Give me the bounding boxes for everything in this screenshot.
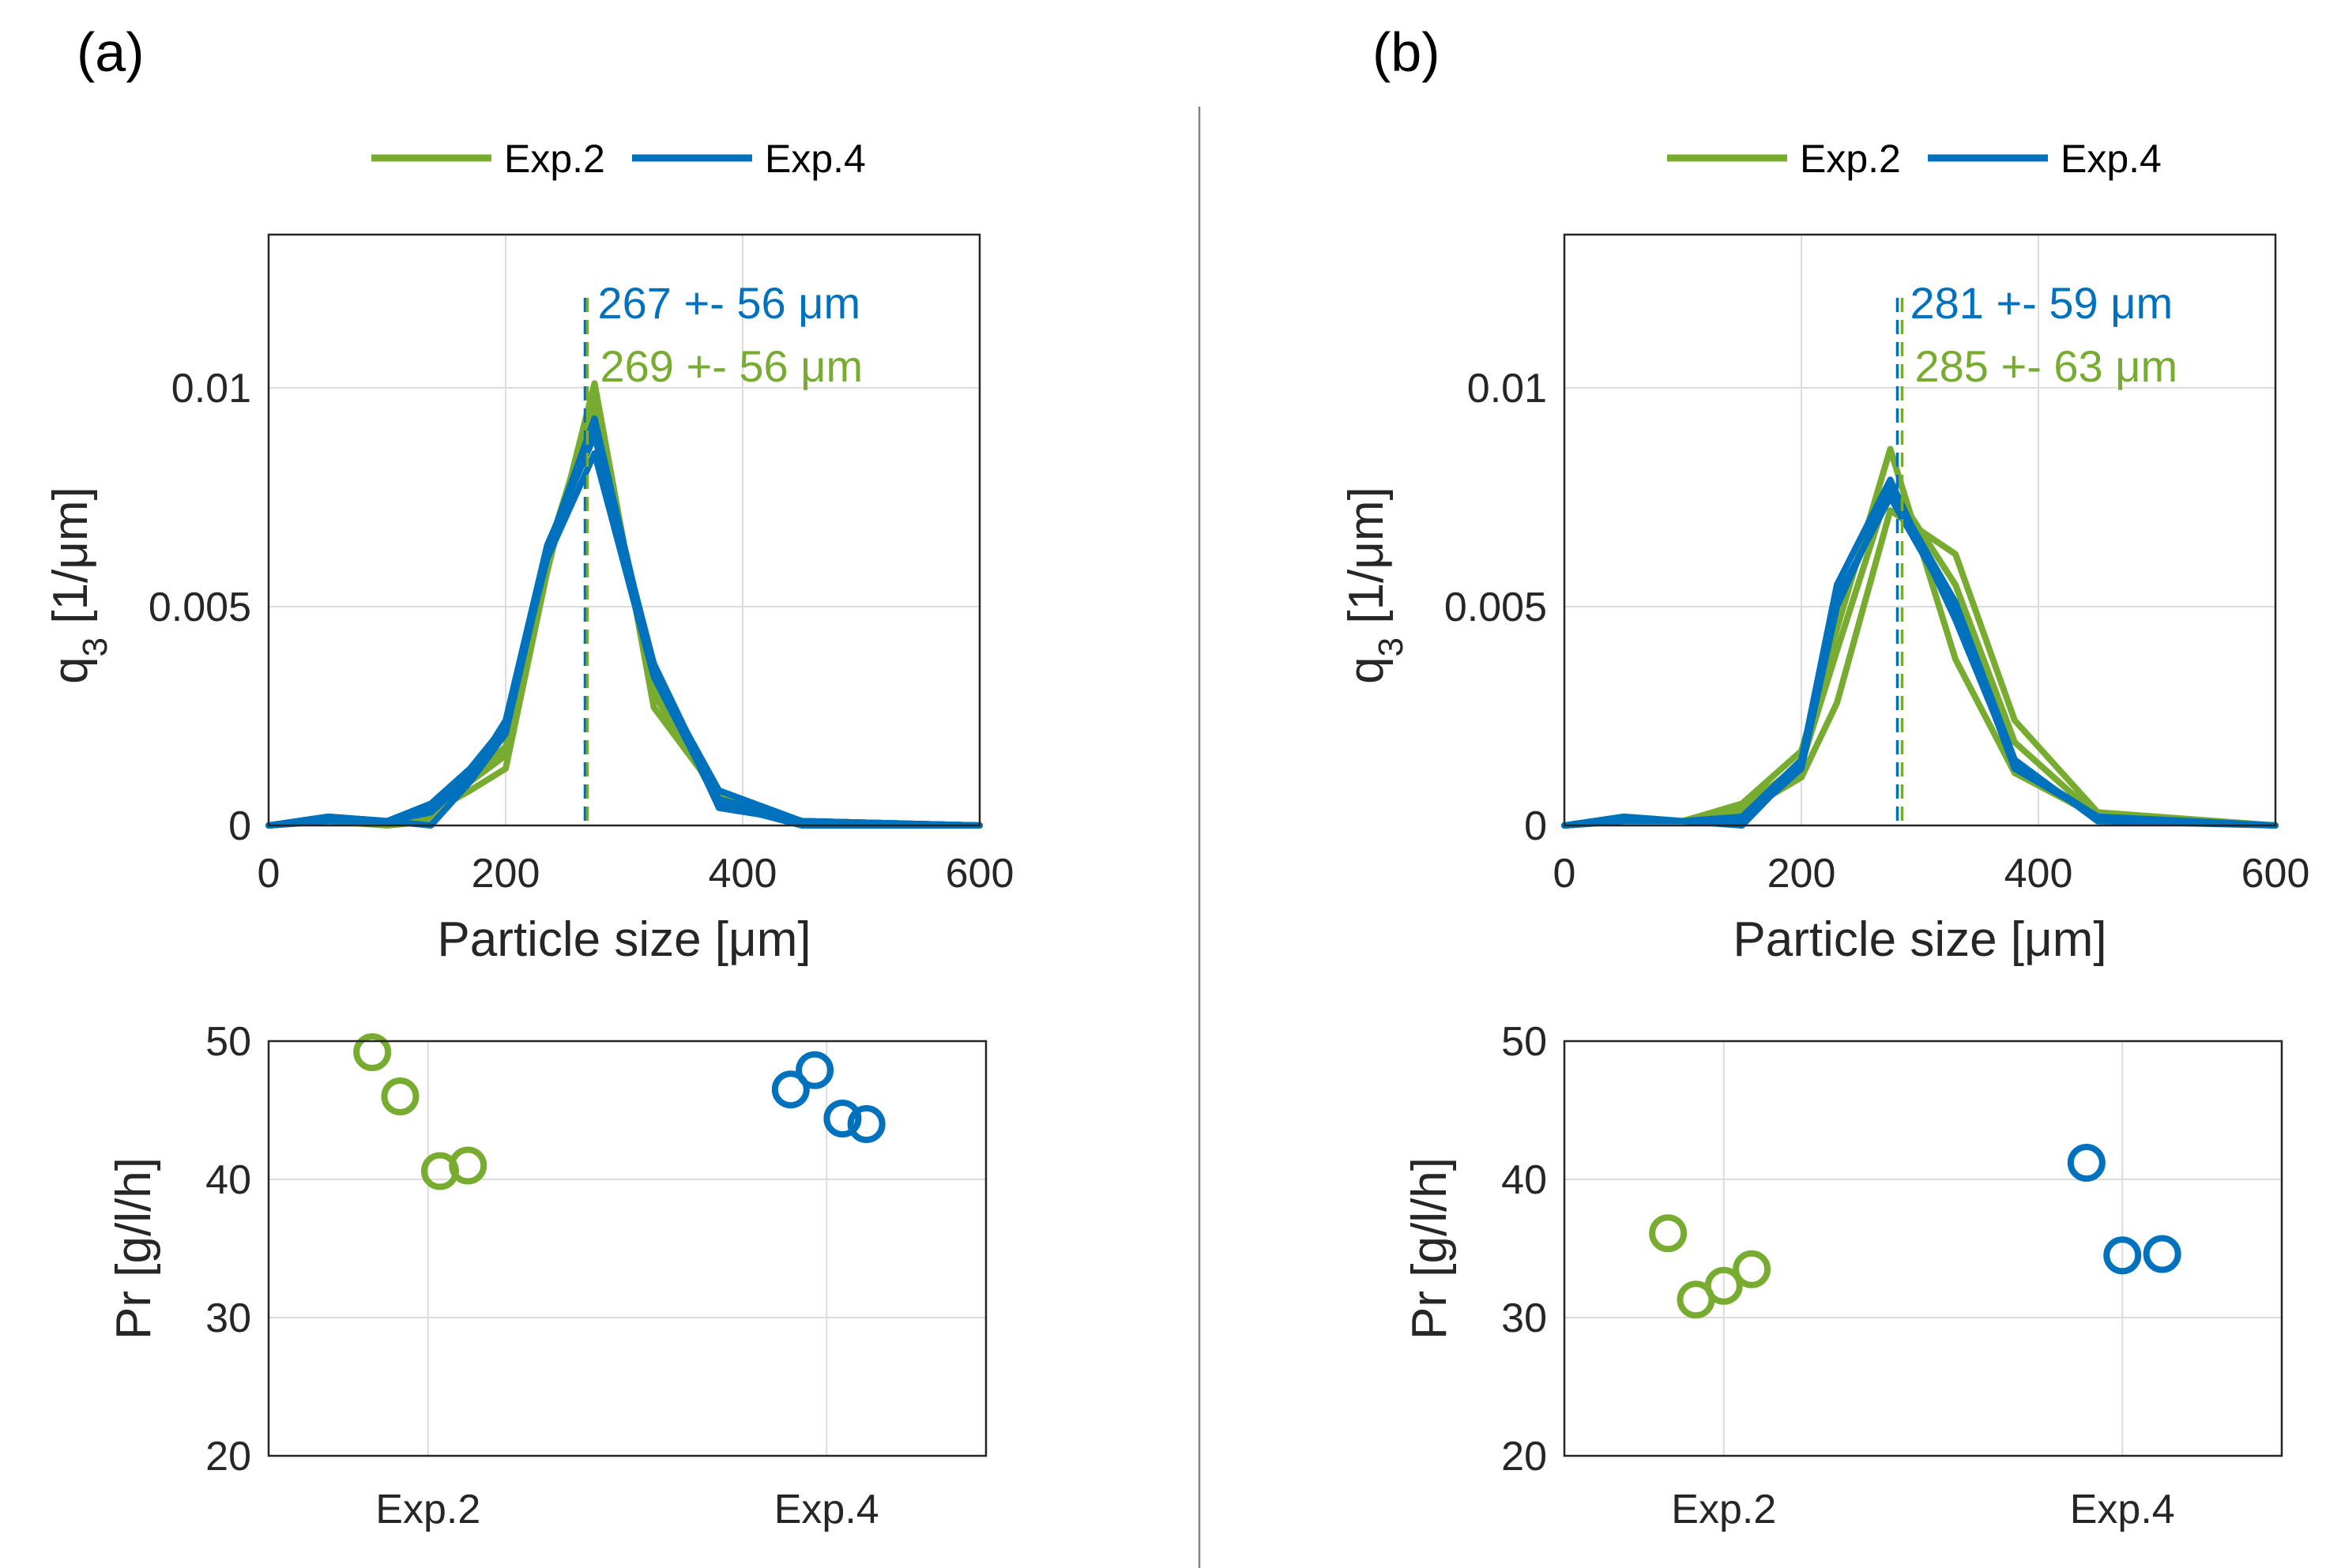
y-tick-label: 40 [205,1157,251,1203]
x-tick-label: 0 [258,851,280,897]
y-axis-label: Pr [g/l/h] [1402,1157,1457,1340]
panel-label: (a) [77,21,145,83]
panel-a: (a) Exp.2 Exp.4 0 200 400 600 0 0.005 0.01 267 +- … [43,21,1014,1532]
x-tick-label: Exp.4 [774,1487,879,1532]
x-axis-label: Particle size [μm] [1733,912,2106,967]
point-exp2 [1733,1250,1771,1288]
y-tick-label: 30 [205,1295,251,1341]
point-exp4 [823,1100,862,1137]
point-exp2 [1649,1214,1688,1253]
y-tick-label: 20 [1501,1434,1547,1480]
curve-exp2 [1561,507,2279,829]
x-tick-label: 600 [2241,851,2310,897]
y-tick-label: 0.01 [1467,366,1547,412]
legend-exp4-label: Exp.4 [2061,137,2162,181]
y-axis-label: q3 [1/μm] [43,487,115,684]
point-exp2 [1704,1266,1743,1305]
curve-exp4 [1561,485,2279,829]
scatter-axes-frame [1563,1040,2283,1457]
panel-label: (b) [1372,21,1440,83]
x-tick-label: 400 [2004,851,2073,897]
y-tick-label: 50 [1501,1019,1547,1065]
curve-exp2 [265,411,983,829]
y-tick-label: 40 [1501,1157,1547,1203]
x-tick-label: Exp.2 [1671,1487,1776,1532]
y-tick-label: 0 [1524,803,1547,849]
x-tick-label: Exp.4 [2070,1487,2175,1532]
curve-exp2 [265,397,983,829]
y-tick-label: 0.005 [1444,585,1547,630]
x-tick-label: 400 [709,851,777,897]
point-exp2 [353,1033,392,1071]
point-exp4 [847,1105,886,1143]
annotation-exp2: 269 +- 56 μm [600,341,864,391]
curve-exp4 [265,432,983,829]
curve-exp4 [265,415,983,829]
y-tick-label: 0 [228,803,251,849]
curve-exp4 [265,450,983,829]
legend-exp4-label: Exp.4 [765,137,866,181]
curve-exp2 [265,380,983,829]
distribution-axes-frame [267,233,981,827]
y-axis-label: Pr [g/l/h] [107,1157,161,1340]
point-exp4 [2143,1235,2181,1273]
x-axis-label: Particle size [μm] [437,912,811,967]
point-exp4 [796,1051,834,1089]
legend-exp2-label: Exp.2 [504,137,605,181]
x-tick-label: 600 [946,851,1014,897]
x-tick-label: 200 [1767,851,1836,897]
legend-exp2-label: Exp.2 [1800,137,1901,181]
point-exp2 [449,1146,487,1185]
annotation-exp2: 285 +- 63 μm [1915,341,2178,391]
distribution-plot: 0 200 400 600 0 0.005 0.01 281 +- 59 μm 285 +- 6… [1339,233,2310,967]
point-exp4 [2067,1144,2106,1182]
annotation-exp4: 267 +- 56 μm [598,278,861,328]
point-exp4 [771,1070,810,1109]
scatter-plot: Exp.2 Exp.4 20 30 40 50 Pr [g/l/h] [1402,1019,2283,1532]
panel-b: (b) Exp.2 Exp.4 0 200 400 600 0 0.005 0.01 281 +- … [1339,21,2309,1532]
x-tick-label: 0 [1553,851,1576,897]
point-exp2 [381,1077,420,1115]
x-tick-label: 200 [472,851,540,897]
curve-exp2 [1561,446,2279,829]
y-axis-label: q3 [1/μm] [1339,487,1410,684]
annotation-exp4: 281 +- 59 μm [1910,278,2174,328]
y-tick-label: 30 [1501,1295,1547,1341]
point-exp4 [2103,1236,2142,1275]
y-tick-label: 50 [205,1019,251,1065]
scatter-axes-frame [267,1040,988,1457]
y-tick-label: 20 [205,1434,251,1480]
curve-exp4 [265,423,983,829]
scatter-plot: Exp.2 Exp.4 20 30 40 50 Pr [g/l/h] [107,1019,988,1532]
distribution-plot: 0 200 400 600 0 0.005 0.01 267 +- 56 μm 269 +- 5… [43,233,1014,967]
distribution-axes-frame [1563,233,2277,827]
x-tick-label: Exp.2 [375,1487,480,1532]
y-tick-label: 0.005 [149,585,251,630]
curve-exp4 [1561,494,2279,829]
y-tick-label: 0.01 [171,366,251,412]
